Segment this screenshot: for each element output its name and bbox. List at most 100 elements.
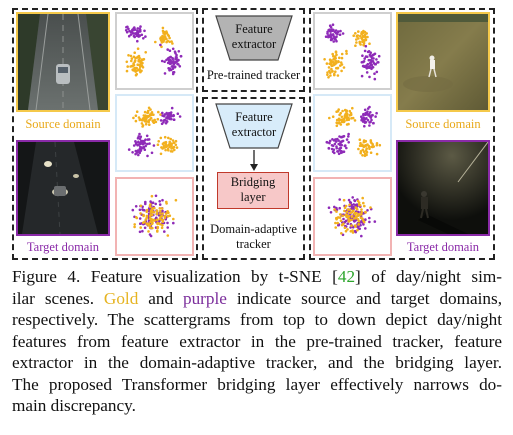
scatter-point	[170, 142, 174, 145]
scatter-point	[138, 30, 142, 33]
scatter-point	[366, 35, 369, 39]
scatter-point	[345, 49, 348, 53]
scatter-point	[144, 138, 147, 141]
scatter-point	[377, 54, 381, 58]
scatter-point	[138, 34, 141, 38]
scatter-point	[142, 57, 146, 61]
scatter-point	[165, 111, 168, 115]
scatter-point	[174, 198, 178, 202]
scatter-point	[335, 66, 338, 70]
scatter-point	[172, 145, 176, 149]
scatter-point	[164, 140, 168, 144]
scatter-point	[339, 213, 342, 216]
scatter-point	[329, 211, 333, 214]
scatter-point	[354, 32, 357, 35]
scatter-point	[370, 118, 373, 122]
scatter-point	[366, 118, 370, 122]
scatter-point	[148, 226, 152, 230]
source-domain-label-right: Source domain	[405, 117, 481, 131]
scatter-point	[356, 34, 360, 37]
scatter-point	[156, 143, 160, 146]
scatter-point	[337, 139, 340, 142]
scatter-point	[164, 121, 168, 125]
scatter-point	[140, 69, 143, 73]
scatter-point	[129, 33, 133, 36]
scatter-point	[126, 25, 129, 29]
scatter-point	[164, 148, 167, 152]
scatter-point	[169, 55, 172, 59]
scatter-point	[141, 208, 145, 212]
scatter-point	[359, 151, 362, 155]
scatter-point	[364, 120, 368, 124]
scatter-point	[369, 111, 372, 114]
scatter-point	[365, 65, 368, 69]
scatter-point	[343, 226, 347, 229]
scatter-point	[172, 221, 175, 225]
scatter-point	[176, 62, 179, 66]
scatter-point	[126, 65, 129, 68]
scatter-point	[178, 115, 182, 118]
scatter-point	[144, 51, 147, 54]
scatter-point	[362, 112, 365, 116]
scatter-point	[337, 118, 341, 121]
scatter-point	[345, 52, 348, 55]
scatter-point	[141, 66, 145, 69]
scatter-point	[363, 204, 366, 208]
scatter-point	[361, 34, 365, 38]
scatter-point	[371, 113, 374, 117]
scatter-point	[137, 153, 140, 157]
scatter-point	[166, 234, 170, 237]
scatter-point	[176, 60, 179, 63]
scatter-point	[362, 220, 366, 224]
scatter-point	[363, 108, 367, 112]
scatter-point	[166, 221, 169, 225]
scatter-point	[136, 63, 139, 66]
scatter-point	[353, 119, 357, 122]
scatter-point	[138, 217, 142, 220]
scatter-point	[146, 154, 149, 158]
scatter-point	[335, 216, 339, 220]
scatter-point	[375, 142, 379, 145]
scatter-point	[361, 54, 364, 57]
scatter-point	[336, 74, 340, 77]
scatter-point	[345, 116, 348, 120]
scatter-point	[342, 198, 346, 202]
scatter-point	[131, 28, 134, 32]
scatter-point	[166, 214, 170, 218]
scatter-point	[143, 148, 147, 151]
scatter-point	[344, 109, 348, 112]
figure: Source domain Target domain Feature extr…	[12, 8, 495, 260]
scatter-point	[343, 206, 347, 209]
scatter-point	[340, 115, 344, 119]
scatter-point	[338, 198, 341, 201]
scatter-point	[347, 135, 350, 138]
target-domain-photo-right	[396, 140, 490, 236]
scatter-point	[364, 117, 367, 120]
scatter-point	[339, 64, 342, 67]
scatter-point	[342, 150, 346, 153]
scatter-point	[142, 213, 145, 217]
scatter-point	[350, 211, 354, 214]
scatter-point	[360, 208, 363, 211]
citation-link[interactable]: 42	[337, 267, 356, 286]
scatter-point	[350, 203, 353, 207]
scatter-point	[375, 143, 379, 147]
scatter-point	[345, 138, 349, 141]
scatter-point	[348, 201, 352, 204]
scatter-point	[360, 115, 363, 118]
scatter-point	[159, 113, 162, 116]
scatter-point	[335, 118, 339, 122]
scatter-point	[138, 150, 141, 153]
scatter-point	[364, 144, 368, 147]
scatter-point	[156, 117, 160, 121]
scatter-point	[352, 205, 355, 209]
scatter-point	[154, 120, 158, 124]
scatter-point	[162, 31, 165, 35]
scatter-point	[159, 119, 163, 122]
scatter-point	[132, 116, 135, 120]
scatter-point	[375, 111, 378, 115]
scatter-point	[135, 141, 138, 145]
scatter-point	[358, 138, 362, 141]
scatter-point	[367, 50, 371, 53]
scatter-point	[166, 57, 170, 61]
